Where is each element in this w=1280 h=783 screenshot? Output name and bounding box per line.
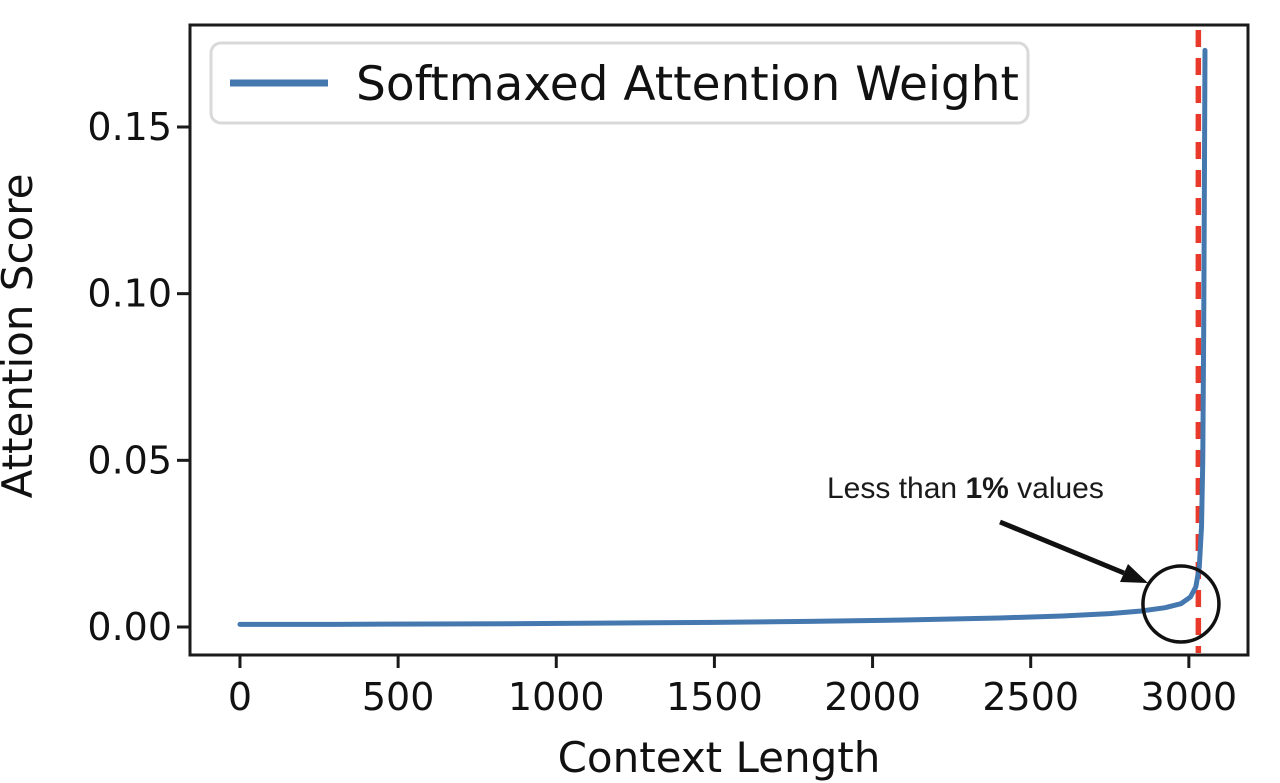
plot-border [188, 23, 1250, 657]
annotation-text-prefix: Less than [827, 472, 965, 505]
annotation-circle [1141, 564, 1221, 644]
y-axis-label: Attention Score [0, 174, 42, 499]
x-tick-label: 2000 [824, 675, 921, 719]
y-tick-label: 0.00 [87, 605, 172, 649]
x-tick-label: 3000 [1140, 675, 1237, 719]
legend-box [209, 41, 1030, 125]
annotation-arrow [999, 519, 1148, 583]
legend: Softmaxed Attention Weight [209, 41, 1030, 125]
x-tick-label: 1000 [508, 675, 605, 719]
annotation-text: Less than 1% values [827, 472, 1104, 505]
y-tick-label: 0.15 [87, 105, 172, 149]
x-axis-label: Context Length [558, 733, 881, 782]
arrow-shaft [999, 519, 1125, 576]
y-tick-label: 0.10 [87, 272, 172, 316]
annotation-text-bold: 1% [965, 472, 1008, 505]
arrow-head-icon [1120, 564, 1148, 583]
x-tick-label: 500 [362, 675, 435, 719]
y-tick-label: 0.05 [87, 438, 172, 482]
x-tick-label: 1500 [666, 675, 763, 719]
x-tick-label: 0 [228, 675, 252, 719]
x-axis: 0 500 1000 1500 2000 2500 3000 [228, 655, 1237, 719]
y-axis: 0.00 0.05 0.10 0.15 [87, 105, 190, 649]
legend-label: Softmaxed Attention Weight [356, 57, 1019, 112]
series-line [237, 47, 1208, 627]
x-tick-label: 2500 [982, 675, 1079, 719]
annotation-text-suffix: values [1009, 472, 1104, 505]
